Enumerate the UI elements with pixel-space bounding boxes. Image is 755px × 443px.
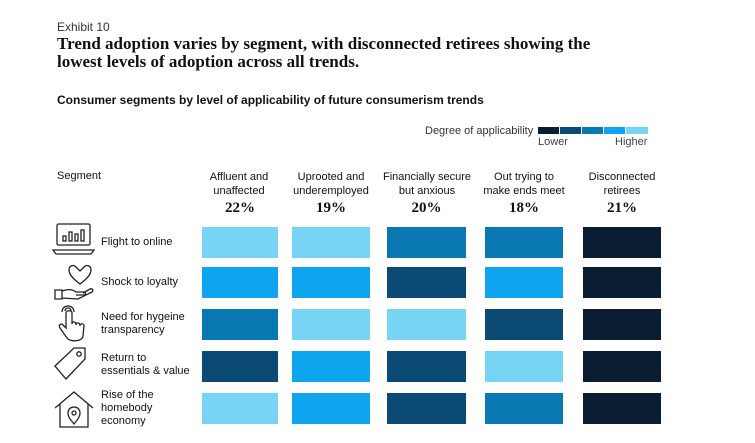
heatmap-cell [202, 393, 278, 424]
heatmap-cell [583, 267, 661, 298]
row-label-line: Shock to loyalty [101, 276, 179, 288]
heatmap-cell [583, 227, 661, 258]
column-share-5: 21% [607, 200, 637, 216]
row-label-line: Return to [101, 352, 147, 364]
heatmap-cell [202, 227, 278, 258]
heatmap-cell [387, 351, 466, 382]
heatmap-cell [485, 227, 563, 258]
headline-line-2: lowest levels of adoption across all tre… [57, 52, 360, 71]
column-header-line-1: Disconnected [588, 171, 656, 183]
row-label-line: Rise of the [101, 389, 154, 401]
heatmap-cell [202, 351, 278, 382]
row-label-return-to-essentials: Return to essentials & value [101, 352, 190, 378]
heatmap-cell [485, 393, 563, 424]
row-label-shock-to-loyalty: Shock to loyalty [101, 276, 178, 289]
legend-swatch-4 [604, 127, 625, 134]
heatmap-cell [387, 267, 466, 298]
price-tag-icon [54, 347, 86, 380]
heatmap-cell [292, 351, 370, 382]
legend-high-label: Higher [615, 136, 648, 148]
legend-swatch-5 [626, 127, 648, 134]
column-share-4: 18% [509, 200, 539, 216]
house-pin-icon [54, 391, 94, 428]
row-label-line: transparency [101, 324, 165, 336]
heatmap-cell [387, 227, 466, 258]
column-header-line-2: unaffected [213, 185, 265, 197]
heatmap-cell [583, 309, 661, 340]
column-header-4: Out trying to make ends meet [474, 170, 574, 198]
row-label-flight-to-online: Flight to online [101, 236, 173, 249]
legend-swatch-3 [582, 127, 603, 134]
column-share-3: 20% [411, 200, 442, 216]
heatmap-cell [387, 393, 466, 424]
row-label-line: essentials & value [101, 365, 190, 377]
column-header-line-1: Out trying to [494, 171, 554, 183]
heatmap-cell [485, 309, 563, 340]
headline: Trend adoption varies by segment, with d… [57, 35, 697, 71]
row-label-line: economy [101, 415, 146, 427]
chart-subtitle: Consumer segments by level of applicabil… [57, 93, 484, 107]
segment-header: Segment [57, 170, 102, 182]
heatmap-cell [202, 267, 278, 298]
heatmap-cell [583, 393, 661, 424]
legend-swatch-1 [538, 127, 559, 134]
laptop-chart-icon [52, 223, 96, 255]
heart-hand-icon [54, 264, 94, 300]
heatmap-cell [292, 267, 370, 298]
column-share-1: 22% [225, 200, 255, 216]
heatmap-cell [485, 267, 563, 298]
legend-title: Degree of applicability [425, 125, 534, 137]
row-label-line: homebody [101, 402, 153, 414]
heatmap-cell [485, 351, 563, 382]
legend-low-label: Lower [538, 136, 568, 148]
heatmap-cell [202, 309, 278, 340]
column-header-line-2: underemployed [293, 185, 369, 197]
row-label-line: Need for hygeine [101, 311, 185, 323]
column-header-line-1: Uprooted and [297, 171, 365, 183]
touch-hand-icon [58, 305, 85, 342]
row-label-hygiene-transparency: Need for hygeine transparency [101, 311, 185, 337]
column-header-line-2: retirees [603, 185, 641, 197]
column-header-1: Affluent and unaffected [192, 170, 286, 198]
row-label-homebody-economy: Rise of the homebody economy [101, 389, 154, 428]
column-header-5: Disconnected retirees [572, 170, 672, 198]
column-header-line-1: Financially secure [382, 171, 472, 183]
heatmap-cell [292, 309, 370, 340]
column-header-line-2: make ends meet [483, 185, 565, 197]
row-label-line: Flight to online [101, 236, 173, 248]
column-share-2: 19% [316, 200, 346, 216]
column-header-2: Uprooted and underemployed [281, 170, 381, 198]
column-header-line-1: Affluent and [209, 171, 269, 183]
exhibit-label: Exhibit 10 [57, 20, 110, 34]
legend-swatch-2 [560, 127, 581, 134]
heatmap-cell [292, 393, 370, 424]
column-header-3: Financially secure but anxious [375, 170, 479, 198]
heatmap-cell [387, 309, 466, 340]
heatmap-cell [583, 351, 661, 382]
heatmap-cell [292, 227, 370, 258]
headline-line-1: Trend adoption varies by segment, with d… [57, 34, 591, 53]
column-header-line-2: but anxious [398, 185, 456, 197]
